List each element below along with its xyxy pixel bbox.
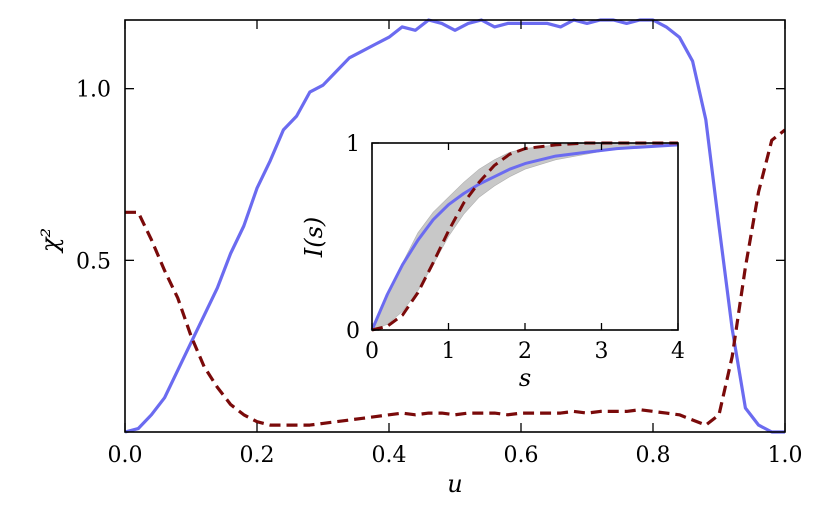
main-plot: 0.0 0.2 0.4 0.6 0.8 1.0 0.5 1.0 u χ² — [36, 18, 803, 498]
inset-x-tick-label-4: 4 — [671, 339, 685, 364]
inset-x-tick-label-1: 1 — [442, 339, 456, 364]
inset-line-series-1 — [370, 143, 679, 331]
inset-plot: 0 1 2 3 4 0 1 s I(s) — [300, 132, 685, 392]
main-x-tick-label-5: 1.0 — [768, 443, 803, 468]
main-x-tick-label-1: 0.2 — [240, 443, 275, 468]
inset-x-tick-label-0: 0 — [365, 339, 379, 364]
main-y-axis-label: χ² — [36, 228, 64, 254]
inset-y-tick-label-1: 1 — [346, 132, 360, 157]
inset-y-tick-label-0: 0 — [346, 319, 360, 344]
main-x-tick-label-2: 0.4 — [372, 443, 407, 468]
main-x-tick-label-4: 0.8 — [636, 443, 671, 468]
inset-x-axis-label: s — [519, 364, 531, 392]
inset-x-tick-label-3: 3 — [595, 339, 609, 364]
main-y-tick-label-0: 0.5 — [76, 249, 111, 274]
inset-y-axis-label: I(s) — [300, 217, 328, 259]
main-x-tick-label-0: 0.0 — [108, 443, 143, 468]
main-line-series-0 — [124, 18, 785, 434]
main-series-layer — [124, 18, 786, 434]
main-axes-frame — [124, 19, 786, 433]
main-ticks: 0.0 0.2 0.4 0.6 0.8 1.0 0.5 1.0 — [76, 20, 803, 468]
main-y-tick-label-1: 1.0 — [76, 78, 111, 103]
main-x-tick-label-3: 0.6 — [504, 443, 539, 468]
inset-ticks: 0 1 2 3 4 0 1 — [346, 132, 685, 364]
main-x-axis-label: u — [447, 470, 462, 498]
inset-x-tick-label-2: 2 — [518, 339, 532, 364]
